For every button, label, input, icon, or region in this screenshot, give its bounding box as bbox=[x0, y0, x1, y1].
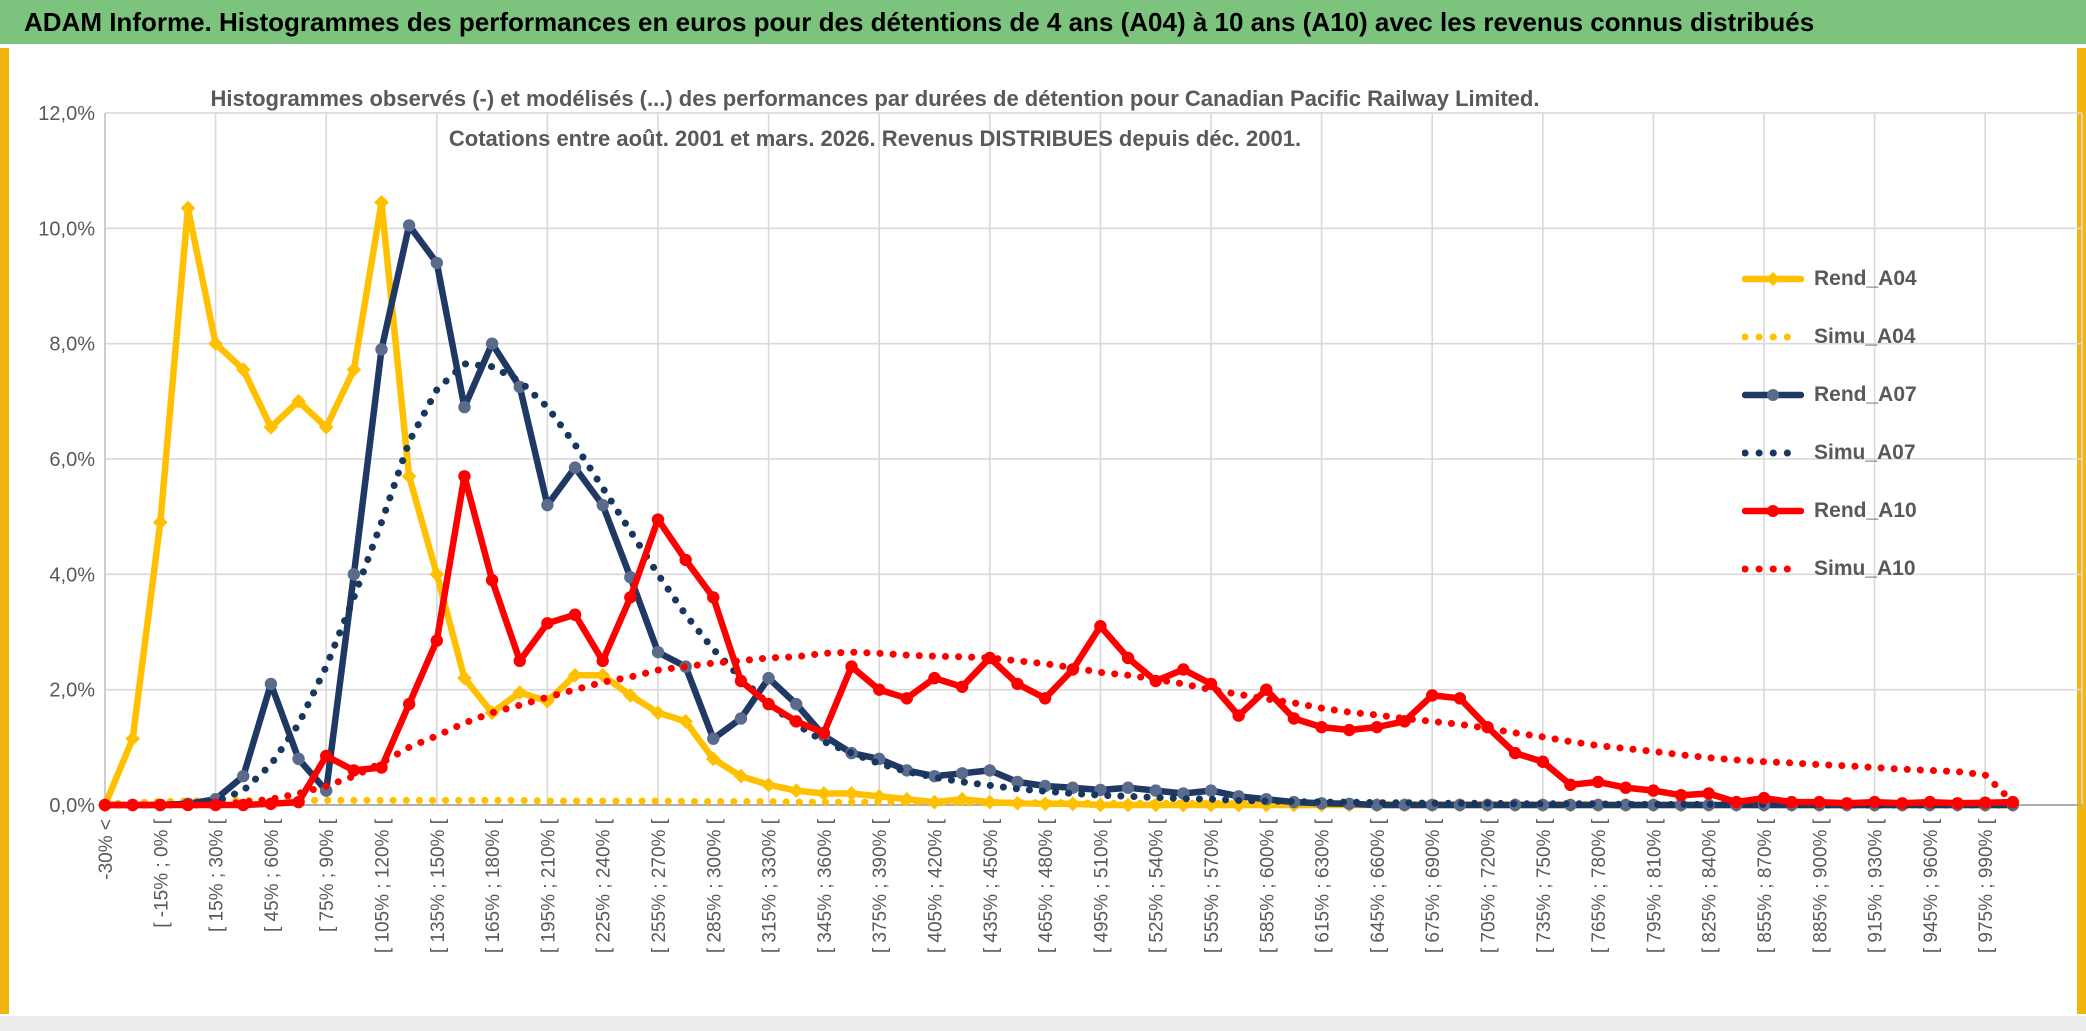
series-line-Simu_A04 bbox=[101, 796, 2017, 809]
x-axis-tick-label: [ 615% ; 630% [ bbox=[1313, 818, 1334, 953]
bottom-strip bbox=[0, 1016, 2086, 1031]
x-axis-tick-label: [ 225% ; 240% [ bbox=[594, 818, 615, 953]
x-axis-tick-label: [ 735% ; 750% [ bbox=[1534, 818, 1555, 953]
x-axis-tick-label: [ 405% ; 420% [ bbox=[926, 818, 947, 953]
x-axis-tick-label: [ 165% ; 180% [ bbox=[483, 818, 504, 953]
legend-label: Rend_A04 bbox=[1814, 267, 1917, 290]
x-axis-tick-label: [ 855% ; 870% [ bbox=[1755, 818, 1776, 953]
legend-item-Simu_A07: Simu_A07 bbox=[1742, 424, 1917, 482]
legend-item-Simu_A04: Simu_A04 bbox=[1742, 308, 1917, 366]
performance-histogram-chart: 0,0% 2,0% 4,0% 6,0% 8,0% 10,0% 12,0% -30% < [ -1… bbox=[0, 44, 2086, 1016]
y-axis-tick-label: 2,0% bbox=[49, 680, 95, 702]
legend-item-Rend_A07: Rend_A07 bbox=[1742, 366, 1917, 424]
series-line-Simu_A10 bbox=[101, 648, 2017, 809]
x-axis-tick-label: [ 195% ; 210% [ bbox=[538, 818, 559, 953]
y-axis-tick-label: 0,0% bbox=[49, 795, 95, 817]
legend-item-Rend_A04: Rend_A04 bbox=[1742, 250, 1917, 308]
x-axis-tick-label: [ 15% ; 30% [ bbox=[207, 818, 228, 932]
report-title: ADAM Informe. Histogrammes des performan… bbox=[24, 6, 1815, 37]
y-axis-tick-label: 8,0% bbox=[49, 334, 95, 356]
chart-series bbox=[97, 194, 2021, 813]
y-axis-tick-label: 10,0% bbox=[38, 218, 95, 240]
x-axis-tick-label: [ 975% ; 990% [ bbox=[1976, 818, 1997, 953]
x-axis-tick-label: [ 885% ; 900% [ bbox=[1810, 818, 1831, 953]
x-axis-tick-label: [ 555% ; 570% [ bbox=[1202, 818, 1223, 953]
x-axis-tick-label: [ 705% ; 720% [ bbox=[1479, 818, 1500, 953]
legend-item-Simu_A10: Simu_A10 bbox=[1742, 540, 1917, 598]
series-line-Rend_A10 bbox=[101, 473, 2017, 809]
chart-gridlines bbox=[104, 112, 2083, 806]
x-axis-tick-label: [ 375% ; 390% [ bbox=[870, 818, 891, 953]
x-axis-tick-label: [ 765% ; 780% [ bbox=[1589, 818, 1610, 953]
x-axis-tick-label: [ 825% ; 840% [ bbox=[1700, 818, 1721, 953]
x-axis-tick-label: [ 45% ; 60% [ bbox=[262, 818, 283, 932]
legend-label: Rend_A10 bbox=[1814, 499, 1917, 522]
x-axis-tick-label: [ 945% ; 960% [ bbox=[1921, 818, 1942, 953]
chart-title-line1: Histogrammes observés (-) et modélisés (… bbox=[211, 86, 1540, 111]
y-axis-tick-label: 12,0% bbox=[38, 103, 95, 125]
left-edge-accent-bar bbox=[0, 48, 9, 1014]
legend-swatch-dotted bbox=[1742, 565, 1804, 573]
series-line-Simu_A07 bbox=[101, 360, 2017, 809]
x-axis-tick-label: [ 75% ; 90% [ bbox=[317, 818, 338, 932]
legend-item-Rend_A10: Rend_A10 bbox=[1742, 482, 1917, 540]
x-axis-tick-label: [ 495% ; 510% [ bbox=[1091, 818, 1112, 953]
chart-plot-area: 0,0% 2,0% 4,0% 6,0% 8,0% 10,0% 12,0% -30% < [ -1… bbox=[38, 86, 2083, 953]
series-line-Rend_A07 bbox=[101, 222, 2017, 809]
chart-legend: Rend_A04 Simu_A04 Rend_A07 Simu_A07 Rend_A10… bbox=[1742, 250, 1917, 598]
x-axis-tick-label: [ 135% ; 150% [ bbox=[428, 818, 449, 953]
x-axis-tick-label: [ 315% ; 330% [ bbox=[760, 818, 781, 953]
x-axis-tick-label: [ 105% ; 120% [ bbox=[373, 818, 394, 953]
x-axis-tick-label: [ 255% ; 270% [ bbox=[649, 818, 670, 953]
x-axis-tick-label: [ 795% ; 810% [ bbox=[1644, 818, 1665, 953]
x-axis-tick-label: [ 915% ; 930% [ bbox=[1866, 818, 1887, 953]
chart-title-line2: Cotations entre août. 2001 et mars. 2026… bbox=[449, 126, 1301, 151]
x-axis-tick-label: [ -15% ; 0% [ bbox=[151, 818, 172, 927]
x-axis-tick-label: [ 585% ; 600% [ bbox=[1257, 818, 1278, 953]
x-axis-tick-label: [ 285% ; 300% [ bbox=[704, 818, 725, 953]
report-header-bar: ADAM Informe. Histogrammes des performan… bbox=[0, 0, 2086, 44]
y-axis-tick-label: 4,0% bbox=[49, 564, 95, 586]
x-axis-tick-label: [ 435% ; 450% [ bbox=[981, 818, 1002, 953]
legend-label: Simu_A10 bbox=[1814, 557, 1916, 580]
x-axis-tick-label: [ 345% ; 360% [ bbox=[815, 818, 836, 953]
legend-label: Simu_A04 bbox=[1814, 325, 1916, 348]
legend-swatch-dotted bbox=[1742, 333, 1804, 341]
legend-swatch-solid bbox=[1742, 271, 1804, 287]
chart-axis-labels: 0,0% 2,0% 4,0% 6,0% 8,0% 10,0% 12,0% -30% < [ -1… bbox=[38, 103, 1997, 953]
x-axis-tick-label: [ 675% ; 690% [ bbox=[1423, 818, 1444, 953]
x-axis-tick-label: [ 525% ; 540% [ bbox=[1147, 818, 1168, 953]
legend-swatch-dotted bbox=[1742, 449, 1804, 457]
legend-swatch-solid bbox=[1742, 505, 1804, 517]
legend-label: Simu_A07 bbox=[1814, 441, 1916, 464]
x-axis-tick-label: -30% < bbox=[96, 819, 117, 880]
legend-label: Rend_A07 bbox=[1814, 383, 1917, 406]
x-axis-tick-label: [ 465% ; 480% [ bbox=[1036, 818, 1057, 953]
y-axis-tick-label: 6,0% bbox=[49, 449, 95, 471]
x-axis-tick-label: [ 645% ; 660% [ bbox=[1368, 818, 1389, 953]
legend-swatch-solid bbox=[1742, 389, 1804, 401]
